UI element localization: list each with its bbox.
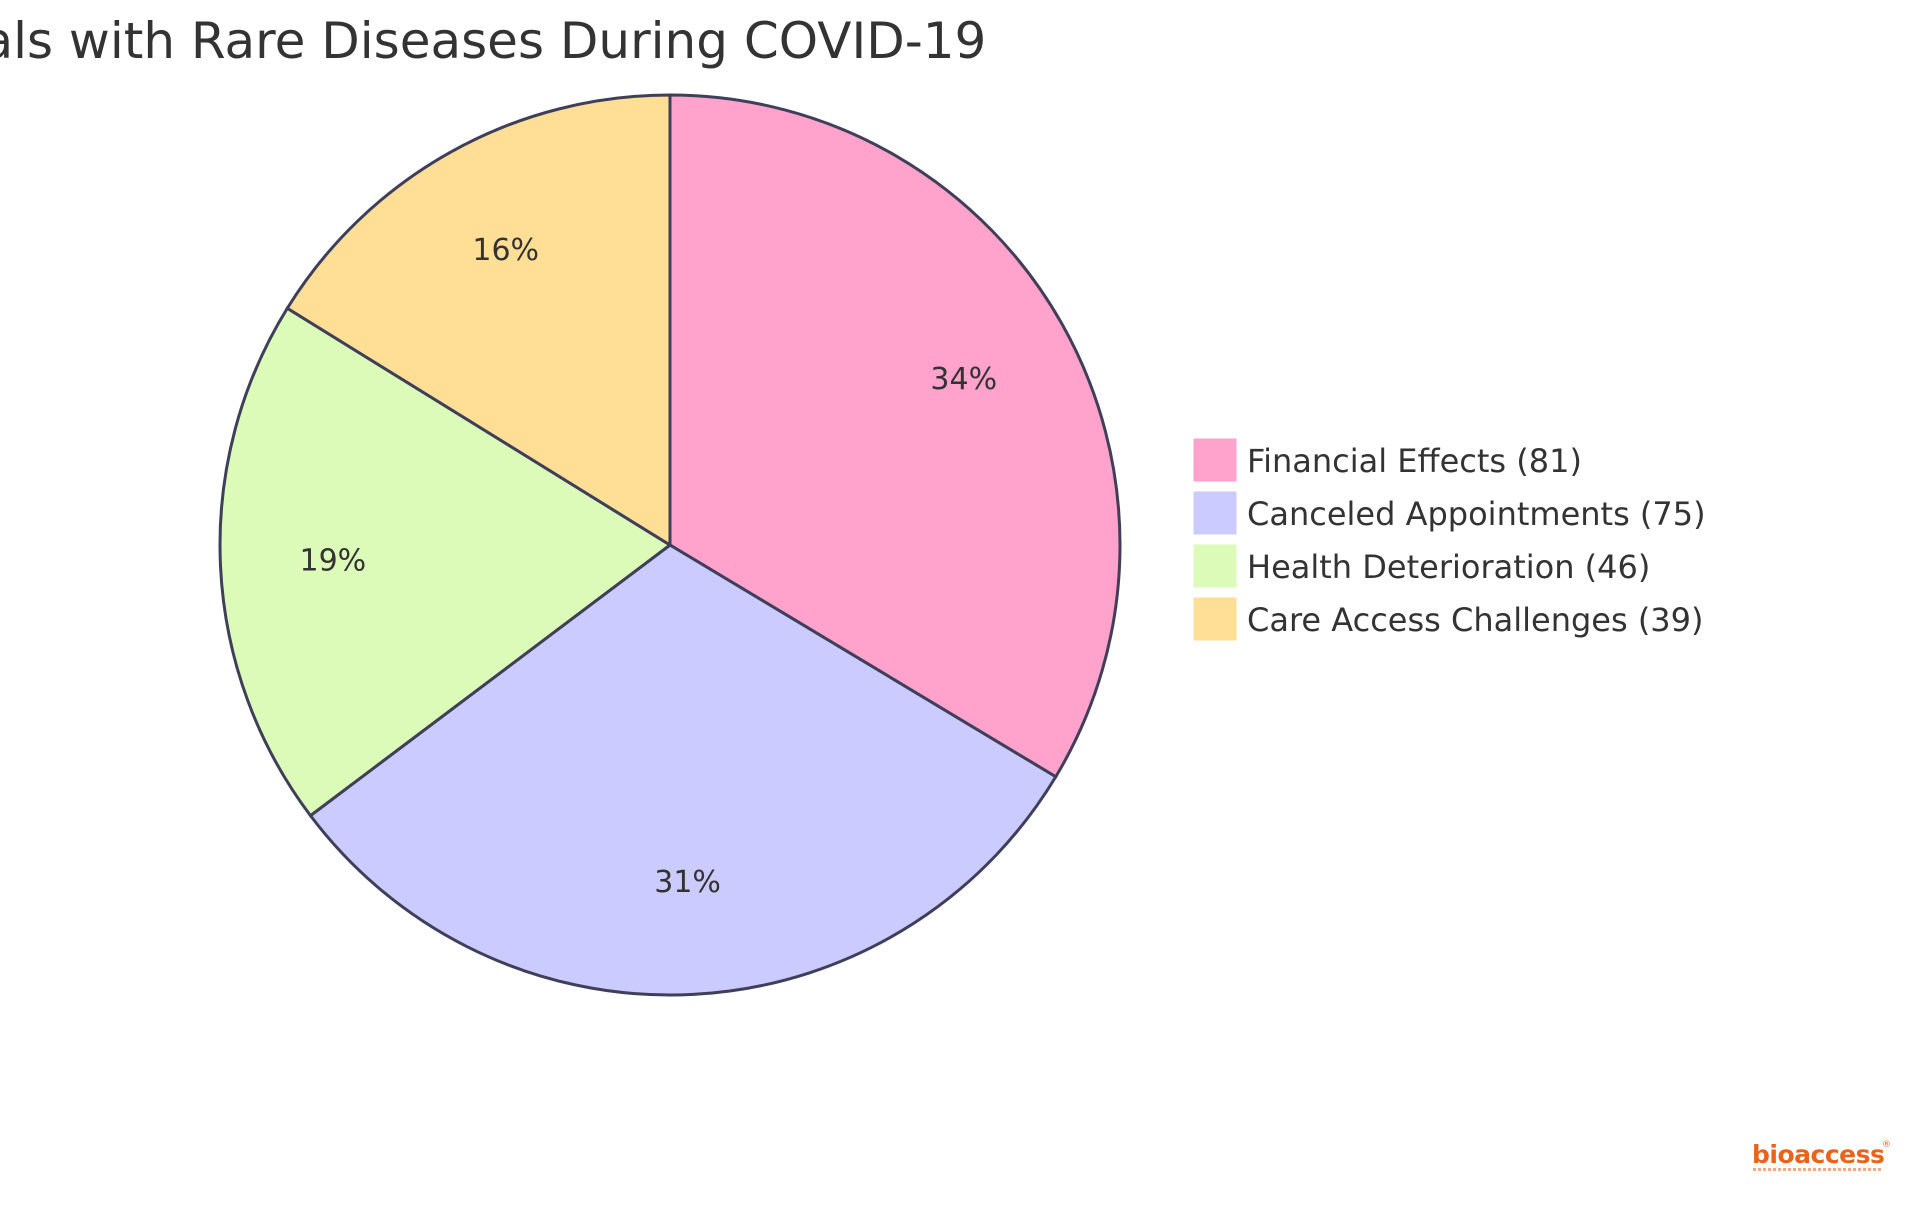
legend-swatch	[1192, 490, 1238, 536]
legend-swatch	[1192, 543, 1238, 589]
slice-percent-label: 19%	[300, 543, 367, 578]
brand-logo: bioaccess ®	[1752, 1140, 1892, 1176]
brand-registered-mark: ®	[1882, 1140, 1891, 1150]
pie-slice	[218, 306, 673, 818]
brand-name: bioaccess	[1752, 1140, 1885, 1169]
pie-slice	[308, 543, 1058, 997]
legend-swatch	[1192, 596, 1238, 642]
brand-tagline	[1753, 1168, 1881, 1171]
legend-label: Canceled Appointments (75)	[1247, 495, 1706, 533]
pie-percent-labels: 34% 31% 19% 16%	[300, 233, 998, 900]
pie-slices	[218, 93, 1122, 997]
legend: Financial Effects (81) Canceled Appointme…	[1192, 437, 1706, 642]
legend-swatch	[1192, 437, 1238, 483]
chart-title: Challenges Faced by Individuals with Rar…	[0, 12, 986, 70]
slice-percent-label: 31%	[654, 865, 721, 900]
legend-label: Financial Effects (81)	[1247, 442, 1582, 480]
legend-label: Health Deterioration (46)	[1247, 548, 1650, 586]
pie-slice	[668, 93, 1122, 779]
pie-slice	[285, 93, 672, 548]
legend-label: Care Access Challenges (39)	[1247, 601, 1704, 639]
slice-percent-label: 34%	[930, 362, 997, 397]
slice-percent-label: 16%	[472, 233, 539, 268]
